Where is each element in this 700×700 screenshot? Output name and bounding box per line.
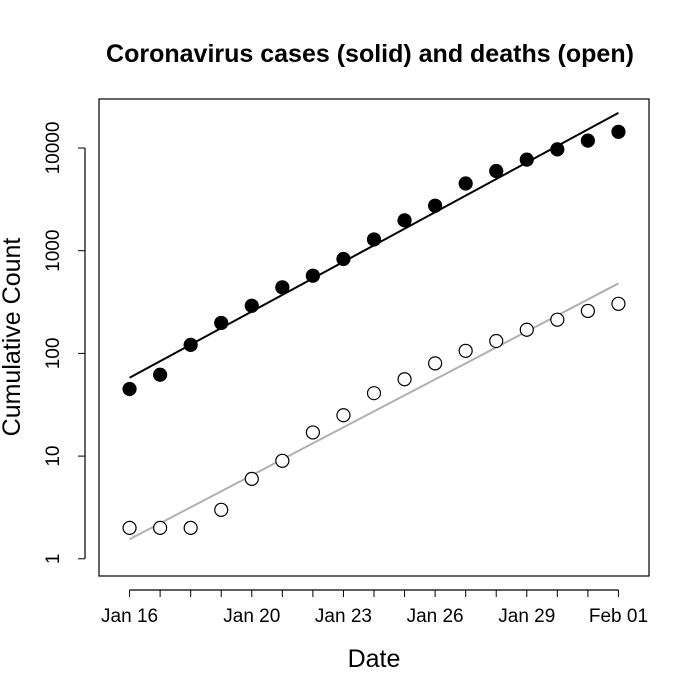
y-tick-label: 1 bbox=[43, 554, 64, 565]
x-tick-label: Jan 16 bbox=[101, 606, 158, 627]
deaths-point bbox=[183, 520, 198, 535]
x-tick-label: Jan 26 bbox=[407, 606, 464, 627]
cases-point bbox=[214, 315, 229, 331]
x-axis: Jan 16 Jan 20 Jan 23 Jan 26 Jan 29 Feb 01 bbox=[101, 589, 648, 627]
cases-point bbox=[519, 152, 534, 167]
y-tick-label: 10 bbox=[43, 446, 64, 467]
cases-point bbox=[122, 381, 137, 397]
x-axis-label: Date bbox=[348, 645, 401, 673]
deaths-point bbox=[519, 322, 534, 337]
cases-point bbox=[550, 142, 565, 157]
deaths-point bbox=[366, 386, 382, 401]
cases-point bbox=[305, 268, 320, 283]
x-tick-label: Feb 01 bbox=[589, 606, 648, 627]
y-tick-label: 100 bbox=[43, 338, 64, 370]
cases-point bbox=[458, 176, 473, 191]
chart-title: Coronavirus cases (solid) and deaths (op… bbox=[106, 40, 634, 68]
x-tick-label: Jan 23 bbox=[315, 606, 372, 627]
data-points bbox=[122, 124, 626, 535]
x-tick-label: Jan 29 bbox=[498, 606, 555, 627]
cases-point bbox=[366, 232, 382, 247]
deaths-point bbox=[153, 520, 168, 535]
y-axis-label: Cumulative Count bbox=[0, 238, 26, 437]
cases-point bbox=[275, 280, 290, 295]
deaths-point bbox=[489, 333, 504, 349]
fit-lines bbox=[129, 111, 619, 541]
cases-point bbox=[428, 198, 443, 213]
deaths-point bbox=[550, 312, 565, 327]
deaths-point bbox=[336, 408, 351, 423]
cases-point bbox=[153, 367, 168, 382]
plot-frame bbox=[98, 98, 650, 577]
x-tick-label: Jan 20 bbox=[223, 606, 280, 627]
deaths-point bbox=[458, 343, 473, 358]
deaths-point bbox=[580, 303, 595, 319]
deaths-point bbox=[428, 356, 443, 371]
deaths-point bbox=[244, 471, 259, 486]
cases-point bbox=[611, 124, 626, 139]
y-tick-label: 10000 bbox=[43, 122, 64, 175]
cases-point bbox=[183, 337, 198, 352]
deaths-point bbox=[611, 296, 626, 311]
cases-point bbox=[489, 163, 504, 179]
deaths-point bbox=[305, 425, 320, 440]
y-tick-label: 1000 bbox=[43, 230, 64, 272]
deaths-fit-line bbox=[129, 282, 619, 541]
deaths-point bbox=[397, 372, 412, 387]
cases-point bbox=[397, 213, 412, 228]
cases-point bbox=[580, 133, 595, 148]
y-axis: 1 10 100 1000 10000 bbox=[43, 122, 86, 565]
cases-point bbox=[244, 298, 259, 313]
deaths-point bbox=[214, 502, 229, 517]
cases-point bbox=[336, 251, 351, 267]
deaths-point bbox=[122, 520, 137, 535]
deaths-point bbox=[275, 453, 290, 468]
